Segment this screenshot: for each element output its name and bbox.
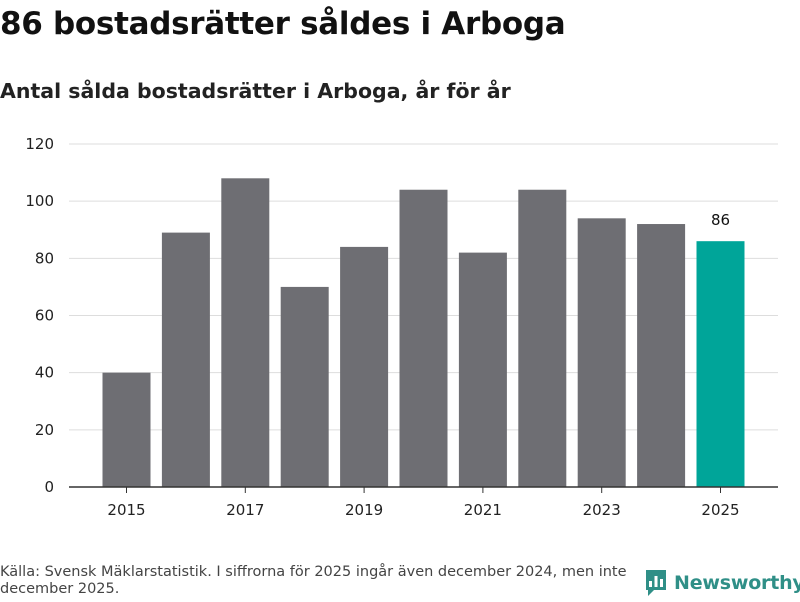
bar-2022	[518, 189, 567, 487]
chart-subtitle: Antal sålda bostadsrätter i Arboga, år f…	[0, 79, 511, 103]
bar-2021	[458, 252, 507, 487]
y-tick-label: 40	[35, 364, 54, 382]
data-label: 86	[711, 211, 730, 229]
bar-2020	[399, 189, 448, 487]
bar-2024	[637, 224, 686, 487]
logo-text: Newsworthy	[674, 572, 800, 594]
newsworthy-logo: Newsworthy	[644, 568, 800, 598]
bar-chart: 0 20 40 60 80 100 120 86 2015 2017 2019 2021 2023 202…	[25, 135, 778, 519]
x-tick-label: 2017	[226, 501, 264, 519]
y-tick-label: 80	[35, 249, 54, 267]
bar-2017	[221, 178, 270, 488]
source-note: Källa: Svensk Mäklarstatistik. I siffror…	[0, 564, 627, 597]
bar-2023	[577, 218, 626, 488]
x-tick-label: 2021	[464, 501, 502, 519]
bar-2025	[696, 241, 745, 487]
y-tick-label: 0	[44, 478, 54, 496]
y-tick-label: 20	[35, 421, 54, 439]
x-tick-label: 2025	[701, 501, 739, 519]
bar-chart-icon	[644, 568, 668, 598]
x-tick-label: 2023	[583, 501, 621, 519]
bar-2016	[161, 232, 210, 487]
bar-2015	[102, 372, 151, 487]
bar-2019	[340, 246, 389, 487]
y-tick-label: 100	[25, 192, 54, 210]
y-tick-label: 120	[25, 135, 54, 153]
chart-title: 86 bostadsrätter såldes i Arboga	[0, 6, 566, 42]
x-tick-label: 2019	[345, 501, 383, 519]
bar-2018	[280, 286, 329, 487]
y-tick-label: 60	[35, 307, 54, 325]
x-tick-label: 2015	[107, 501, 145, 519]
